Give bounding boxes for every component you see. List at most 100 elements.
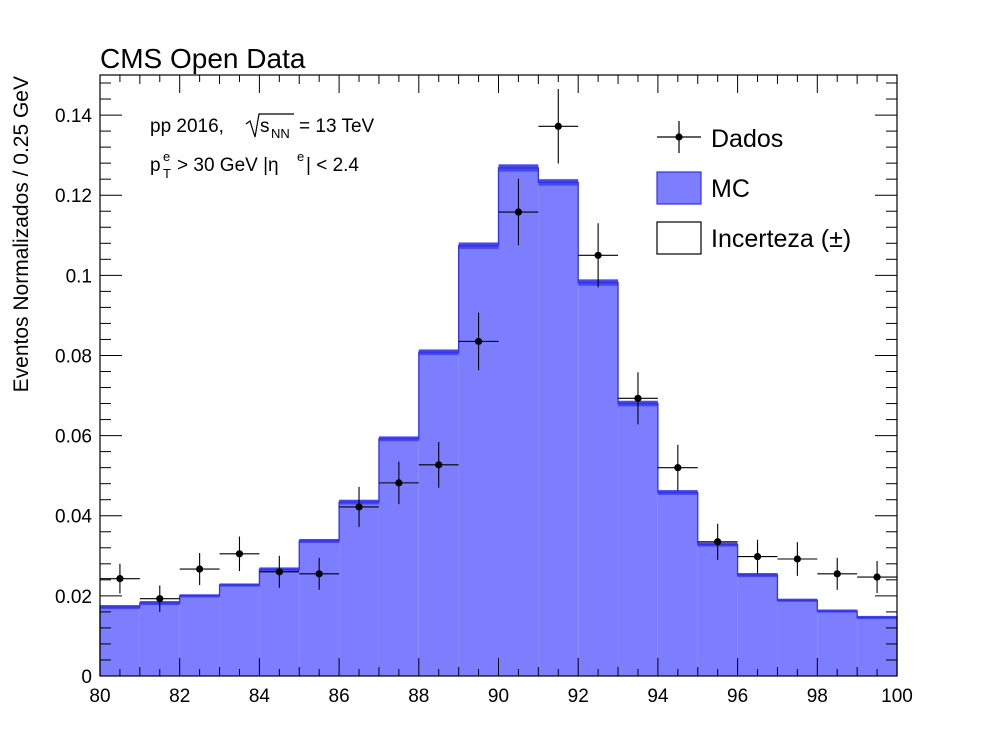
legend-entry-data: Dados: [657, 121, 783, 153]
mc-bar: [139, 603, 180, 676]
axes: 80 82 84 86 88 90 92 94 96 98 100 0 0.02 0.04 0.06 0.08…: [55, 75, 913, 707]
data-marker: [714, 538, 722, 546]
mc-bar: [817, 611, 858, 676]
legend-label-uncertainty: Incerteza (±): [711, 225, 851, 253]
data-marker: [235, 550, 244, 558]
data-marker: [156, 595, 164, 603]
data-point: [817, 557, 858, 590]
data-marker: [474, 337, 483, 346]
annotation-pt-sup: e: [163, 149, 170, 164]
data-point: [737, 539, 778, 574]
legend-label-mc: MC: [711, 175, 750, 203]
annotation-cuts: p e T > 30 GeV |η e | < 2.4: [150, 149, 359, 181]
legend-entry-mc: MC: [656, 171, 750, 205]
data-point: [139, 585, 180, 612]
x-tick-label: 92: [568, 686, 589, 707]
mc-bar: [618, 403, 658, 676]
data-marker: [793, 555, 801, 563]
data-point: [100, 563, 140, 594]
x-tick-label: 90: [488, 686, 509, 707]
mc-bar: [219, 585, 260, 676]
x-tick-label: 98: [807, 686, 828, 707]
mc-bar: [857, 617, 897, 676]
mc-bar: [418, 352, 459, 676]
y-tick-label: 0: [81, 667, 92, 688]
y-tick-label: 0.1: [66, 266, 92, 287]
mc-outline: [99, 167, 898, 676]
legend-mc-swatch: [656, 171, 702, 205]
legend-label-data: Dados: [711, 125, 783, 153]
y-axis-label: Eventos Normalizados / 0.25 GeV: [10, 76, 33, 392]
data-marker: [833, 570, 841, 578]
data-marker: [514, 208, 523, 216]
data-marker: [116, 575, 124, 583]
y-tick-label: 0.14: [55, 106, 92, 127]
y-tick-label: 0.06: [55, 427, 92, 448]
mc-histogram: [100, 167, 897, 677]
mc-bar: [578, 282, 619, 676]
x-tick-label: 94: [647, 686, 669, 707]
x-tick-label: 80: [89, 686, 110, 707]
data-marker: [355, 503, 363, 511]
data-point: [179, 552, 220, 586]
data-marker: [873, 573, 881, 581]
sqrt-symbol: [245, 113, 294, 138]
mc-bar: [458, 245, 499, 676]
annotation-pt-sub: T: [163, 166, 171, 181]
x-tick-label: 96: [727, 686, 748, 707]
data-marker: [634, 394, 642, 402]
annotation-suffix: = 13 TeV: [299, 116, 375, 137]
data-point: [618, 372, 658, 425]
mc-bar: [697, 544, 738, 676]
data-point: [259, 555, 300, 588]
data-marker: [674, 464, 682, 472]
x-tick-label: 100: [881, 686, 913, 707]
mc-bar: [100, 607, 140, 676]
data-marker: [196, 565, 204, 573]
data-marker: [594, 251, 602, 259]
data-marker: [753, 553, 762, 561]
annotation-sqrt-sub: NN: [271, 126, 290, 141]
mc-bar: [498, 167, 539, 677]
legend-uncertainty-swatch: [656, 221, 702, 255]
data-point: [857, 561, 897, 594]
data-point: [418, 442, 459, 488]
mc-bar: [657, 492, 698, 676]
data-point: [458, 312, 499, 371]
data-marker: [395, 479, 403, 487]
data-point: [378, 461, 419, 505]
mc-bar: [339, 502, 379, 676]
x-tick-label: 86: [329, 686, 350, 707]
data-point: [657, 444, 698, 491]
data-marker: [275, 568, 283, 576]
annotation-sqrt-s: s: [260, 116, 270, 137]
chart-title: CMS Open Data: [100, 43, 306, 74]
data-point: [578, 223, 619, 288]
annotation-pt: p: [150, 155, 161, 176]
data-point: [299, 557, 340, 590]
data-point: [219, 536, 260, 572]
annotation-energy: pp 2016, s NN = 13 TeV: [150, 113, 375, 141]
data-point: [777, 542, 818, 576]
y-tick-label: 0.02: [55, 587, 92, 608]
annotation-eta-rest: | < 2.4: [306, 155, 359, 176]
mc-bar: [737, 575, 778, 676]
y-tick-label: 0.08: [55, 346, 92, 367]
annotation-eta-sup: e: [297, 149, 304, 164]
x-tick-label: 88: [408, 686, 429, 707]
annotation-prefix: pp 2016,: [150, 116, 224, 137]
y-tick-label: 0.12: [55, 186, 92, 207]
annotation-pt-rest: > 30 GeV |η: [177, 155, 279, 176]
data-point: [697, 523, 738, 560]
data-marker: [554, 122, 562, 130]
legend-entry-uncertainty: Incerteza (±): [656, 221, 851, 255]
mc-bar: [777, 600, 818, 676]
x-tick-label: 84: [249, 686, 271, 707]
x-tick-label: 82: [169, 686, 190, 707]
data-points: [100, 89, 897, 612]
data-point: [339, 486, 379, 527]
data-marker: [435, 461, 443, 469]
data-point: [538, 89, 579, 164]
y-tick-label: 0.04: [55, 507, 92, 528]
